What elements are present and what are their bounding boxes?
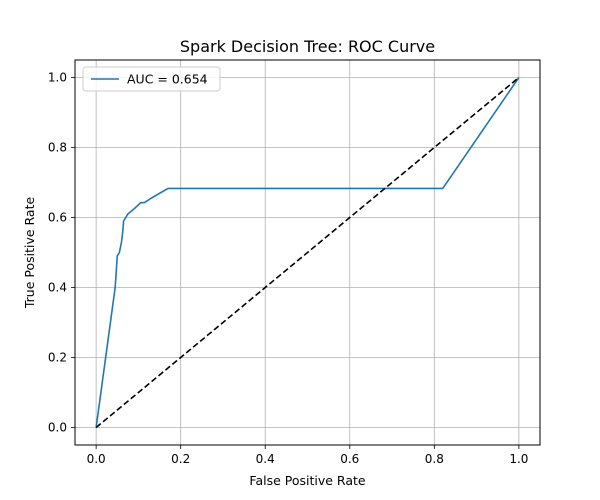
plot-frame (74, 59, 541, 446)
y-tick-label-3: 0.6 (48, 211, 67, 225)
y-tick-label-0: 0.0 (48, 421, 67, 435)
diagonal-reference-line (95, 76, 520, 429)
roc-curve-line (95, 77, 520, 428)
chart-title: Spark Decision Tree: ROC Curve (180, 37, 435, 56)
y-tick-label-1: 0.2 (48, 351, 67, 365)
x-tick-label-0: 0.0 (87, 452, 106, 466)
legend-box (82, 66, 221, 92)
legend-label-auc: AUC = 0.654 (127, 72, 208, 87)
x-tick-label-2: 0.4 (256, 452, 275, 466)
x-tick-label-1: 0.2 (171, 452, 190, 466)
y-tick-label-2: 0.4 (48, 281, 67, 295)
y-tick-label-4: 0.8 (48, 141, 67, 155)
x-tick-label-4: 0.8 (425, 452, 444, 466)
series-layer (95, 76, 520, 429)
y-axis-label: True Positive Rate (22, 197, 37, 310)
x-axis-label: False Positive Rate (249, 473, 365, 488)
axis-ticks: 0.0 0.2 0.4 0.6 0.8 1.0 0.0 0.2 0.4 0.6 0.8 1.0 (48, 71, 529, 467)
x-tick-label-3: 0.6 (340, 452, 359, 466)
y-tick-label-5: 1.0 (48, 71, 67, 85)
x-tick-label-5: 1.0 (509, 452, 528, 466)
legend: AUC = 0.654 (82, 66, 221, 92)
